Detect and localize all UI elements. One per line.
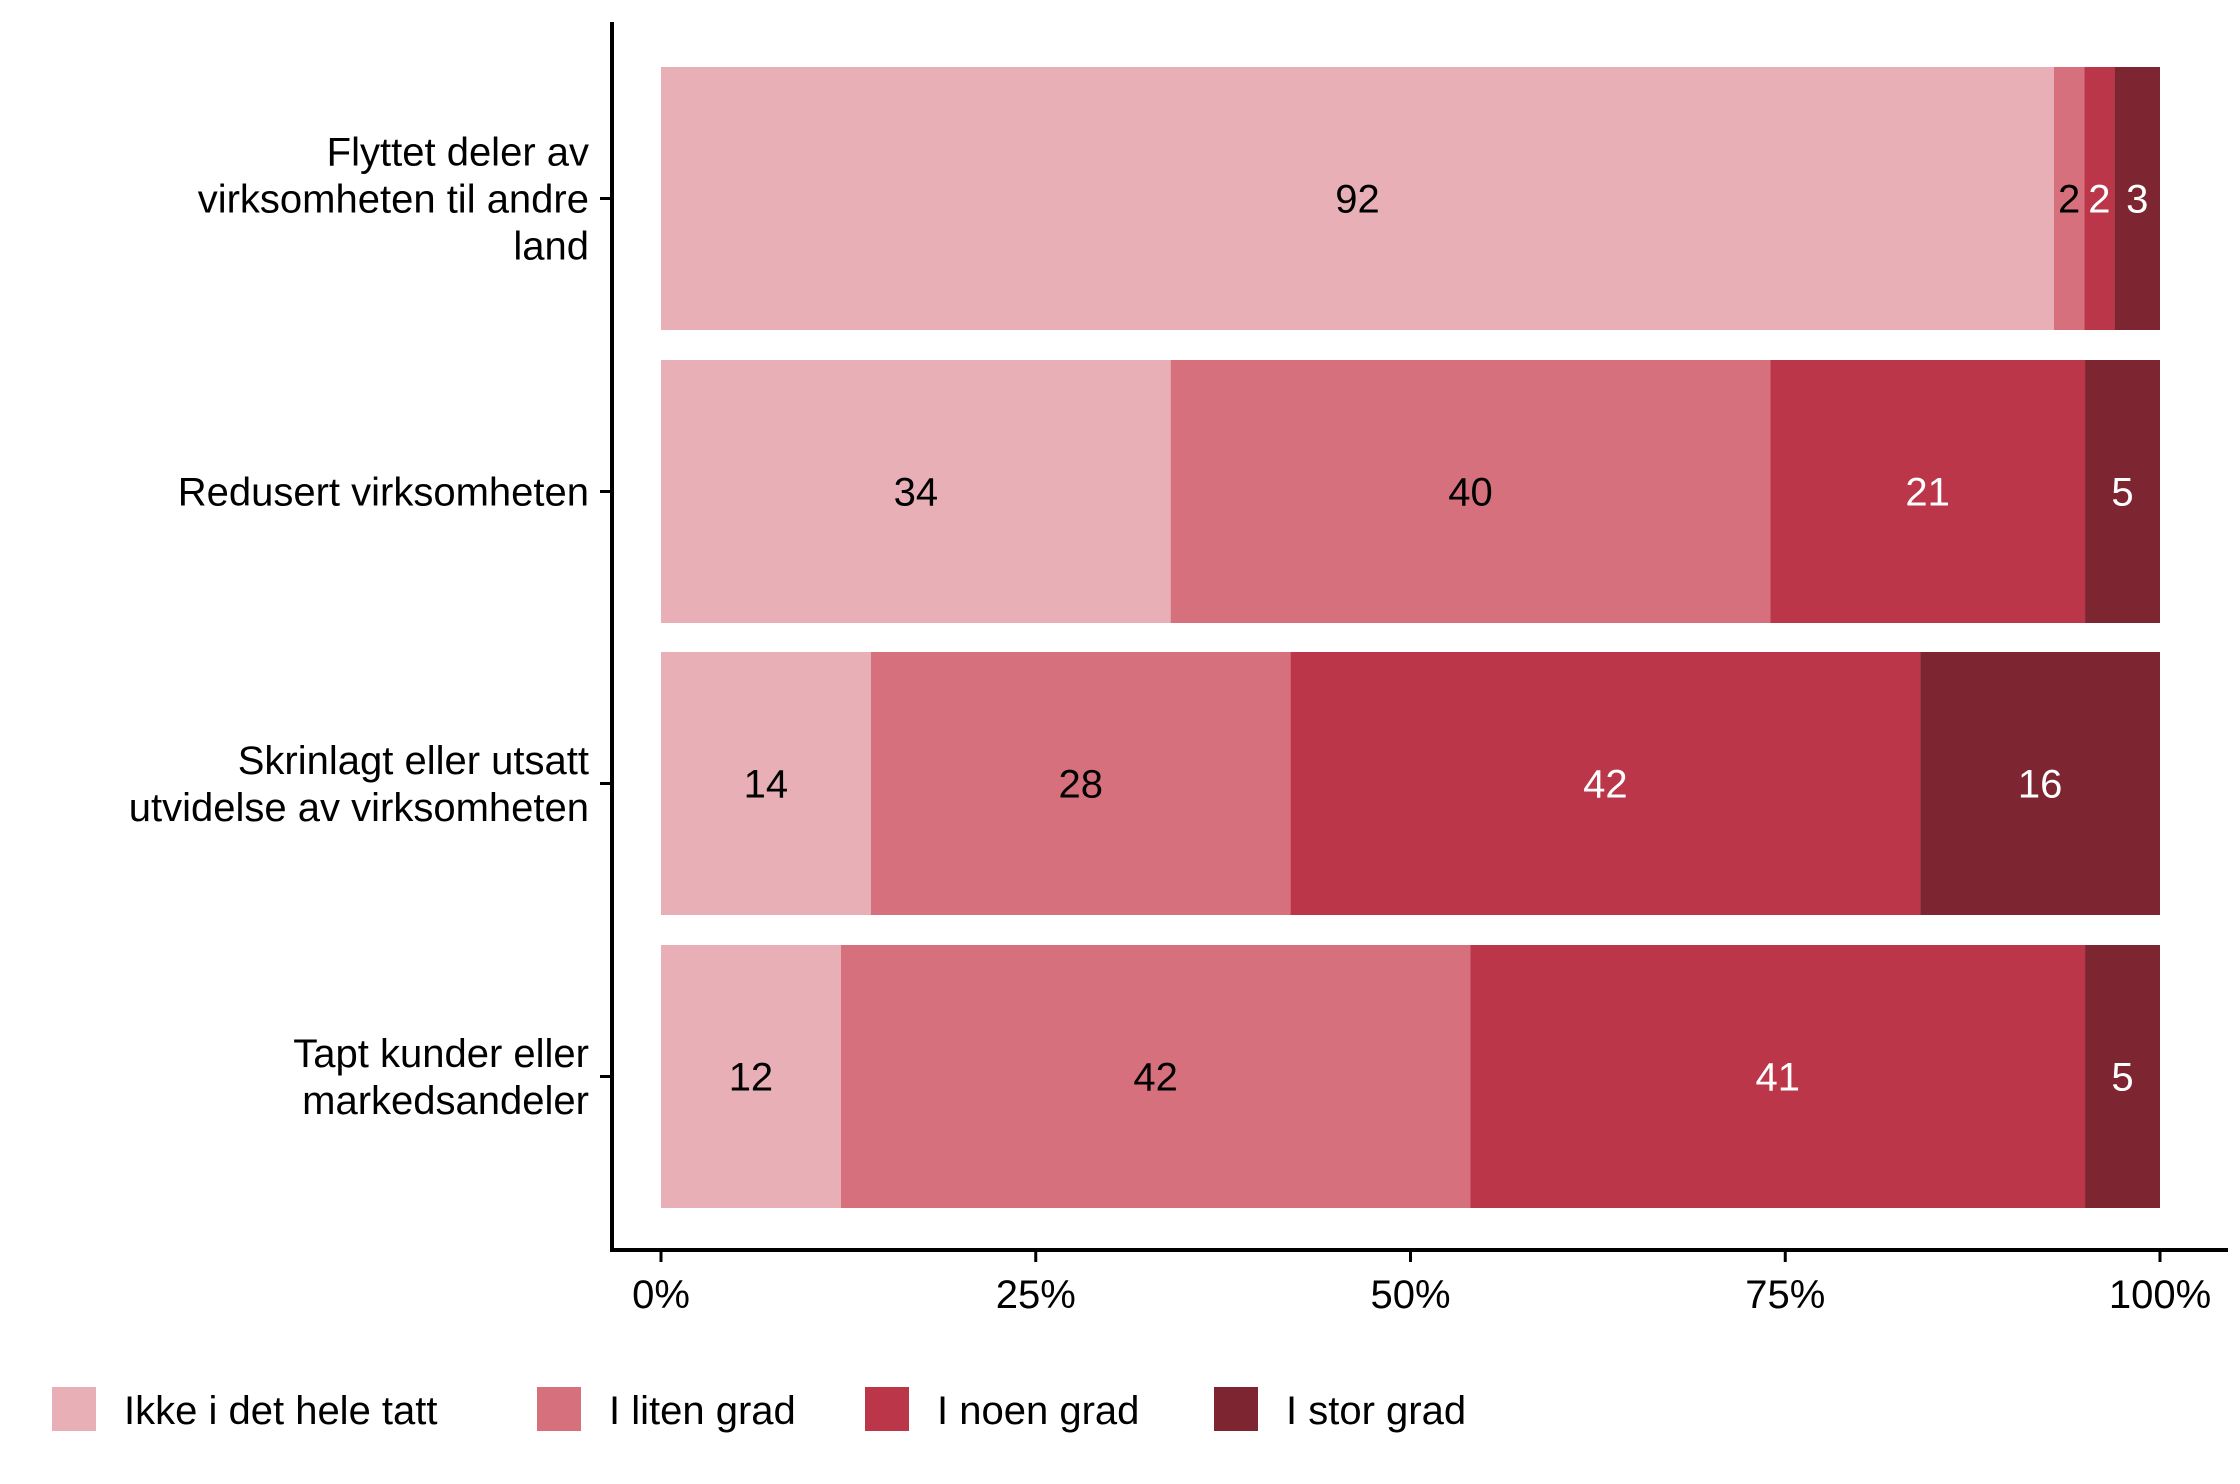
- x-tick-label: 75%: [1745, 1273, 1825, 1317]
- data-label: 28: [1058, 763, 1103, 807]
- bar-segment: [2085, 360, 2160, 623]
- data-label: 42: [1133, 1056, 1178, 1100]
- data-label: 3: [2126, 178, 2148, 222]
- data-label: 42: [1583, 763, 1628, 807]
- y-tick-label: land: [513, 225, 589, 269]
- x-tick-label: 100%: [2109, 1273, 2211, 1317]
- legend-label: I noen grad: [937, 1389, 1139, 1433]
- bar-segment: [2085, 945, 2160, 1208]
- data-label: 16: [2018, 763, 2063, 807]
- y-tick-label: markedsandeler: [302, 1079, 589, 1123]
- bar-segment: [1170, 360, 1771, 623]
- bar-segment: [2084, 67, 2115, 330]
- y-tick-label: Tapt kunder eller: [293, 1032, 589, 1076]
- data-label: 34: [894, 471, 939, 515]
- legend: Ikke i det hele tatt I liten grad I noen g…: [52, 1387, 1466, 1433]
- legend-label: I liten grad: [609, 1389, 796, 1433]
- data-label: 2: [2058, 178, 2080, 222]
- data-label: 41: [1756, 1056, 1801, 1100]
- bar-segment: [661, 652, 871, 915]
- x-tick-label: 0%: [632, 1273, 690, 1317]
- bar-segment: [1770, 360, 2086, 623]
- x-axis: 0% 25% 50% 75% 100%: [610, 1248, 2228, 1317]
- legend-label: I stor grad: [1286, 1389, 1466, 1433]
- bar-segment: [661, 945, 841, 1208]
- data-label: 5: [2111, 471, 2133, 515]
- x-tick-label: 50%: [1370, 1273, 1450, 1317]
- bar-segment: [2054, 67, 2085, 330]
- bar-segment: [2114, 67, 2160, 330]
- bar-segment: [661, 67, 2055, 330]
- x-tick-label: 25%: [996, 1273, 1076, 1317]
- bar-segment: [870, 652, 1291, 915]
- bar-segment: [1290, 652, 1921, 915]
- y-tick-label: Redusert virksomheten: [178, 471, 589, 515]
- legend-swatch: [52, 1387, 96, 1431]
- data-label: 92: [1335, 178, 1380, 222]
- bar-segment: [1920, 652, 2160, 915]
- legend-swatch: [1214, 1387, 1258, 1431]
- legend-label: Ikke i det hele tatt: [124, 1389, 438, 1433]
- y-tick-label: Skrinlagt eller utsatt: [238, 739, 589, 783]
- data-label: 12: [729, 1056, 774, 1100]
- legend-swatch: [865, 1387, 909, 1431]
- data-label: 14: [744, 763, 789, 807]
- y-tick-label: virksomheten til andre: [198, 178, 589, 222]
- data-label: 5: [2111, 1056, 2133, 1100]
- bar-segment: [661, 360, 1171, 623]
- bars-layer: [661, 67, 2160, 1208]
- bar-segment: [1470, 945, 2086, 1208]
- data-label: 21: [1905, 471, 1950, 515]
- bar-segment: [840, 945, 1471, 1208]
- y-tick-label: Flyttet deler av: [327, 131, 589, 175]
- legend-swatch: [537, 1387, 581, 1431]
- data-label: 40: [1448, 471, 1493, 515]
- data-label: 2: [2088, 178, 2110, 222]
- y-tick-label: utvidelse av virksomheten: [129, 786, 589, 830]
